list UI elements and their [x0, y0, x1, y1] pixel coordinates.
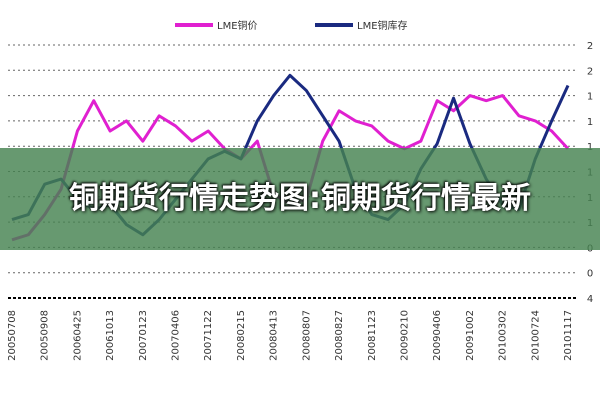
y-tick-label: 2 — [587, 66, 593, 77]
legend-label: LME铜库存 — [357, 19, 408, 32]
x-tick-label: 20061013 — [105, 310, 116, 361]
y-tick-label: 4 — [587, 294, 593, 305]
x-tick-label: 20080215 — [236, 310, 247, 361]
x-tick-label: 20060425 — [72, 310, 83, 361]
x-tick-label: 20091002 — [465, 310, 476, 361]
x-tick-label: 20050708 — [7, 310, 18, 361]
x-tick-label: 20090210 — [399, 310, 410, 361]
x-tick-label: 20070123 — [138, 310, 149, 361]
y-tick-label: 2 — [587, 41, 593, 52]
x-tick-label: 20071122 — [203, 310, 214, 361]
x-tick-label: 20050908 — [40, 310, 51, 361]
banner-text: 铜期货行情走势图:铜期货行情最新 — [69, 181, 531, 216]
x-tick-label: 20090406 — [432, 310, 443, 361]
x-tick-label: 20081123 — [367, 310, 378, 361]
x-tick-label: 20070406 — [171, 310, 182, 361]
x-tick-label: 20101117 — [563, 310, 574, 361]
x-tick-label: 20080413 — [269, 310, 280, 361]
x-tick-label: 20080827 — [334, 310, 345, 361]
y-tick-label: 1 — [587, 92, 593, 103]
banner: 铜期货行情走势图:铜期货行情最新 — [0, 148, 600, 250]
y-tick-label: 0 — [587, 269, 593, 280]
x-tick-label: 20100302 — [498, 310, 509, 361]
y-tick-label: 1 — [587, 142, 593, 153]
x-tick-label: 20080807 — [301, 310, 312, 361]
x-tick-label: 20100724 — [530, 310, 541, 361]
y-tick-label: 1 — [587, 117, 593, 128]
legend-label: LME铜价 — [217, 20, 258, 32]
